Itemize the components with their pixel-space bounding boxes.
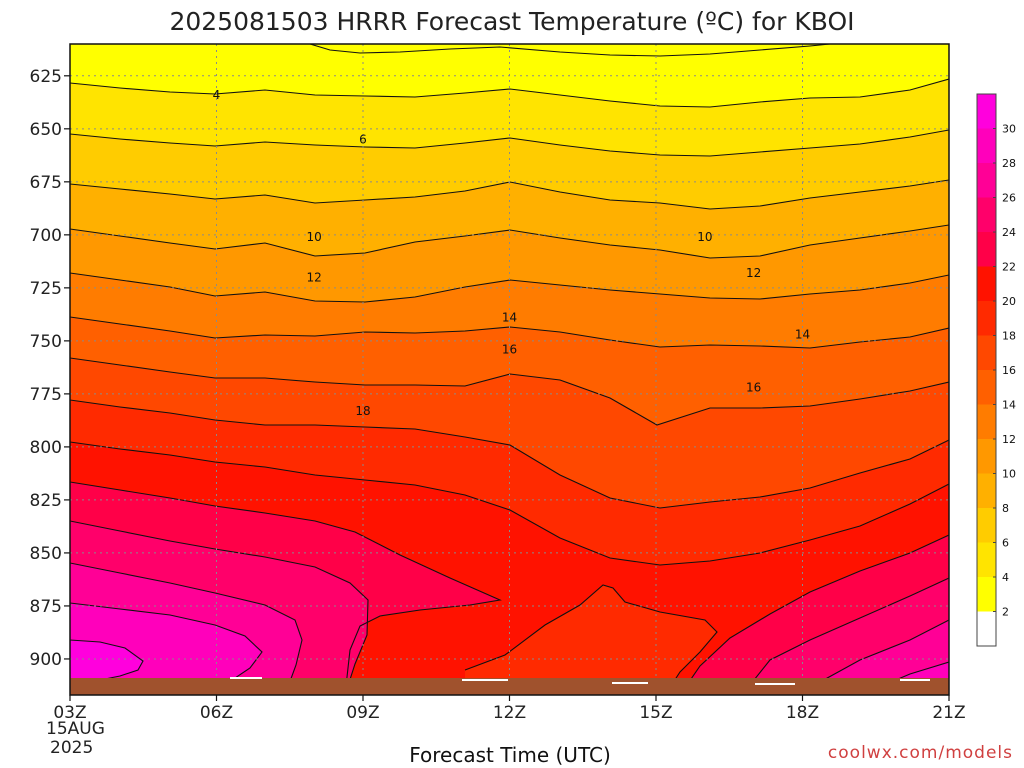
colorbar-label: 16 — [1002, 364, 1016, 377]
isotherm-line — [70, 562, 303, 695]
colorbar-label: 10 — [1002, 468, 1016, 481]
isotherm-line — [679, 534, 949, 695]
x-date-day: 15AUG — [46, 719, 105, 739]
colorbar-label: 8 — [1002, 502, 1009, 515]
contour-label: 12 — [307, 270, 322, 284]
colorbar-swatch — [977, 508, 996, 543]
colorbar-swatch — [977, 473, 996, 508]
x-axis-label: Forecast Time (UTC) — [409, 743, 611, 767]
y-tick-label: 625 — [30, 67, 62, 87]
terrain — [70, 678, 949, 695]
y-tick-label: 900 — [30, 650, 62, 670]
colorbar-swatch — [977, 266, 996, 301]
isotherm-line — [741, 577, 949, 695]
colorbar-swatch — [977, 439, 996, 474]
isotherm-line — [70, 481, 502, 695]
plot-area: 4 6 10 10 12 12 14 14 16 16 18 — [70, 44, 949, 695]
colorbar-label: 4 — [1002, 571, 1009, 584]
isotherm-line — [464, 584, 718, 695]
x-tick-label: 21Z — [932, 703, 965, 723]
x-tick-label: 09Z — [346, 703, 379, 723]
y-tick-label: 725 — [30, 279, 62, 299]
colorbar-label: 18 — [1002, 330, 1016, 343]
y-tick-label: 800 — [30, 438, 62, 458]
contour-label: 10 — [307, 230, 322, 244]
isotherm-line — [70, 78, 949, 108]
y-tick-label: 750 — [30, 332, 62, 352]
colorbar-swatch — [977, 197, 996, 232]
isotherm-line — [70, 639, 144, 681]
colorbar-label: 20 — [1002, 295, 1016, 308]
colorbar-swatch — [977, 611, 996, 646]
terrain-edge — [230, 677, 930, 685]
x-tick-label: 15Z — [639, 703, 672, 723]
contour-label: 16 — [746, 381, 761, 395]
colorbar-label: 30 — [1002, 123, 1016, 136]
colorbar-swatch — [977, 301, 996, 336]
y-tick-label: 875 — [30, 597, 62, 617]
colorbar-label: 14 — [1002, 399, 1016, 412]
colorbar-swatch — [977, 335, 996, 370]
colorbar-swatch — [977, 577, 996, 612]
y-tick-label: 675 — [30, 173, 62, 193]
isotherm-line — [70, 399, 949, 509]
contour-label: 6 — [359, 132, 367, 146]
contour-label: 12 — [746, 266, 761, 280]
colorbar-swatch — [977, 128, 996, 163]
colorbar-swatch — [977, 404, 996, 439]
colorbar-label: 24 — [1002, 226, 1016, 239]
colorbar-label: 2 — [1002, 606, 1009, 619]
credit-text: coolwx.com/models — [828, 743, 1013, 763]
band-fill — [70, 640, 143, 680]
x-date-year: 2025 — [50, 738, 93, 758]
colorbar-label: 12 — [1002, 433, 1016, 446]
colorbar-swatch — [977, 542, 996, 577]
isotherm-line — [70, 441, 949, 566]
grid — [70, 44, 949, 695]
x-tick-label: 06Z — [200, 703, 233, 723]
contour-label: 14 — [502, 311, 517, 325]
contour-label: 18 — [355, 404, 370, 418]
colorbar-swatch — [977, 94, 996, 129]
contour-label: 16 — [502, 342, 517, 356]
y-tick-label: 825 — [30, 491, 62, 511]
y-tick-label: 650 — [30, 120, 62, 140]
x-tick-label: 03Z — [53, 703, 86, 723]
colorbar-swatch — [977, 370, 996, 405]
colorbar-swatch — [977, 232, 996, 267]
contour-label: 10 — [697, 230, 712, 244]
x-axis: 03Z 06Z 09Z 12Z 15Z 18Z 21Z — [53, 695, 966, 723]
x-tick-label: 12Z — [493, 703, 526, 723]
y-tick-label: 850 — [30, 544, 62, 564]
x-tick-label: 18Z — [786, 703, 819, 723]
y-tick-label: 700 — [30, 226, 62, 246]
colorbar-label: 28 — [1002, 157, 1016, 170]
isotherm-line — [70, 602, 263, 695]
y-axis: 625 650 675 700 725 750 775 800 825 850 875 900 — [30, 67, 70, 670]
contour-label: 4 — [213, 88, 221, 102]
isotherm-line — [70, 129, 949, 157]
colorbar-label: 22 — [1002, 261, 1016, 274]
isotherm-line — [309, 44, 831, 57]
contour-label: 14 — [795, 328, 810, 342]
y-tick-label: 775 — [30, 385, 62, 405]
chart-title: 2025081503 HRRR Forecast Temperature (ºC… — [169, 7, 854, 36]
colorbar-label: 6 — [1002, 537, 1009, 550]
contour-labels: 4 6 10 10 12 12 14 14 16 16 18 — [213, 88, 810, 418]
band-fill — [465, 585, 717, 695]
colorbar-swatch — [977, 163, 996, 198]
colorbar-label: 26 — [1002, 192, 1016, 205]
